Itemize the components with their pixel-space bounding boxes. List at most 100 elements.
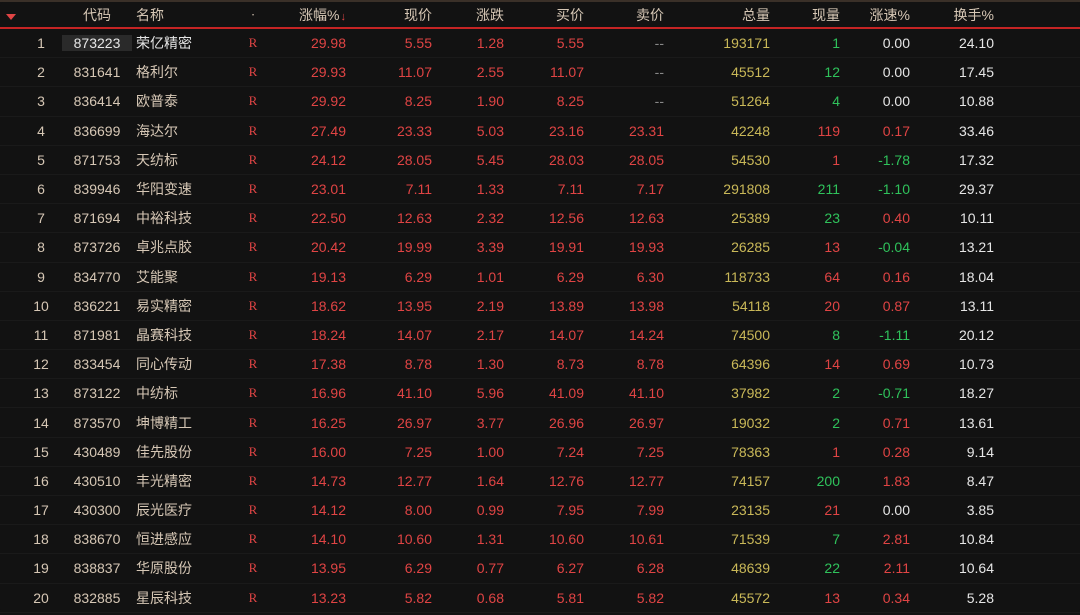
- bid-price: 5.55: [510, 35, 590, 51]
- table-row[interactable]: 8873726卓兆点胶R20.4219.993.3919.9119.932628…: [0, 233, 1080, 262]
- header-change-pct[interactable]: 涨幅%↓: [266, 5, 352, 25]
- table-row[interactable]: 19838837华原股份R13.956.290.776.276.28486392…: [0, 554, 1080, 583]
- price: 23.33: [352, 123, 438, 139]
- current-volume: 64: [776, 269, 846, 285]
- row-index: 15: [20, 444, 62, 460]
- change-pct: 14.73: [266, 473, 352, 489]
- price-diff: 2.17: [438, 327, 510, 343]
- row-index: 9: [20, 269, 62, 285]
- row-index: 6: [20, 181, 62, 197]
- table-row[interactable]: 1873223荣亿精密R29.985.551.285.55--19317110.…: [0, 29, 1080, 58]
- total-volume: 118733: [670, 269, 776, 285]
- stock-code: 873122: [62, 385, 132, 401]
- table-row[interactable]: 10836221易实精密R18.6213.952.1913.8913.98541…: [0, 292, 1080, 321]
- header-price[interactable]: 现价: [352, 5, 438, 25]
- price: 41.10: [352, 385, 438, 401]
- change-pct: 23.01: [266, 181, 352, 197]
- bid-price: 13.89: [510, 298, 590, 314]
- stock-name: 天纺标: [132, 150, 240, 170]
- table-row[interactable]: 14873570坤博精工R16.2526.973.7726.9626.97190…: [0, 408, 1080, 437]
- turnover-pct: 9.14: [916, 444, 1000, 460]
- table-row[interactable]: 2831641格利尔R29.9311.072.5511.07--45512120…: [0, 58, 1080, 87]
- current-volume: 20: [776, 298, 846, 314]
- price-diff: 1.00: [438, 444, 510, 460]
- table-row[interactable]: 17430300辰光医疗R14.128.000.997.957.99231352…: [0, 496, 1080, 525]
- turnover-pct: 20.12: [916, 327, 1000, 343]
- header-volume[interactable]: 总量: [670, 5, 776, 25]
- flag-r: R: [240, 415, 266, 431]
- flag-r: R: [240, 327, 266, 343]
- price-diff: 0.99: [438, 502, 510, 518]
- price-diff: 1.28: [438, 35, 510, 51]
- header-sort-triangle[interactable]: [0, 7, 20, 23]
- table-header: 代码 名称 · 涨幅%↓ 现价 涨跌 买价 卖价 总量 现量 涨速% 换手%: [0, 0, 1080, 29]
- speed-pct: 0.69: [846, 356, 916, 372]
- ask-price: 23.31: [590, 123, 670, 139]
- row-index: 1: [20, 35, 62, 51]
- speed-pct: 0.16: [846, 269, 916, 285]
- price-diff: 1.30: [438, 356, 510, 372]
- speed-pct: 1.83: [846, 473, 916, 489]
- price-diff: 1.01: [438, 269, 510, 285]
- table-row[interactable]: 6839946华阳变速R23.017.111.337.117.172918082…: [0, 175, 1080, 204]
- table-row[interactable]: 16430510丰光精密R14.7312.771.6412.7612.77741…: [0, 467, 1080, 496]
- header-flag[interactable]: ·: [240, 7, 266, 23]
- total-volume: 291808: [670, 181, 776, 197]
- flag-r: R: [240, 210, 266, 226]
- table-row[interactable]: 13873122中纺标R16.9641.105.9641.0941.103798…: [0, 379, 1080, 408]
- header-diff[interactable]: 涨跌: [438, 5, 510, 25]
- current-volume: 13: [776, 590, 846, 606]
- turnover-pct: 10.64: [916, 560, 1000, 576]
- change-pct: 17.38: [266, 356, 352, 372]
- row-index: 3: [20, 93, 62, 109]
- table-row[interactable]: 15430489佳先股份R16.007.251.007.247.25783631…: [0, 438, 1080, 467]
- table-row[interactable]: 18838670恒进感应R14.1010.601.3110.6010.61715…: [0, 525, 1080, 554]
- header-speed[interactable]: 涨速%: [846, 5, 916, 25]
- current-volume: 7: [776, 531, 846, 547]
- header-ask[interactable]: 卖价: [590, 5, 670, 25]
- header-current-vol[interactable]: 现量: [776, 5, 846, 25]
- row-index: 17: [20, 502, 62, 518]
- speed-pct: 0.00: [846, 64, 916, 80]
- row-index: 18: [20, 531, 62, 547]
- stock-code: 873726: [62, 239, 132, 255]
- stock-name: 荣亿精密: [132, 33, 240, 53]
- header-turnover[interactable]: 换手%: [916, 5, 1000, 25]
- table-row[interactable]: 12833454同心传动R17.388.781.308.738.78643961…: [0, 350, 1080, 379]
- header-code[interactable]: 代码: [62, 5, 132, 25]
- change-pct: 13.95: [266, 560, 352, 576]
- total-volume: 45512: [670, 64, 776, 80]
- stock-code: 832885: [62, 590, 132, 606]
- ask-price: --: [590, 93, 670, 109]
- table-row[interactable]: 3836414欧普泰R29.928.251.908.25--5126440.00…: [0, 87, 1080, 116]
- table-row[interactable]: 5871753天纺标R24.1228.055.4528.0328.0554530…: [0, 146, 1080, 175]
- turnover-pct: 13.11: [916, 298, 1000, 314]
- table-row[interactable]: 11871981晶赛科技R18.2414.072.1714.0714.24745…: [0, 321, 1080, 350]
- bid-price: 26.96: [510, 415, 590, 431]
- turnover-pct: 24.10: [916, 35, 1000, 51]
- speed-pct: 0.17: [846, 123, 916, 139]
- current-volume: 2: [776, 415, 846, 431]
- flag-r: R: [240, 590, 266, 606]
- table-row[interactable]: 9834770艾能聚R19.136.291.016.296.3011873364…: [0, 263, 1080, 292]
- price-diff: 5.45: [438, 152, 510, 168]
- price-diff: 1.31: [438, 531, 510, 547]
- price-diff: 1.90: [438, 93, 510, 109]
- price: 7.11: [352, 181, 438, 197]
- turnover-pct: 17.32: [916, 152, 1000, 168]
- header-name[interactable]: 名称: [132, 5, 240, 25]
- table-row[interactable]: 4836699海达尔R27.4923.335.0323.1623.3142248…: [0, 117, 1080, 146]
- table-body: 1873223荣亿精密R29.985.551.285.55--19317110.…: [0, 29, 1080, 613]
- table-row[interactable]: 7871694中裕科技R22.5012.632.3212.5612.632538…: [0, 204, 1080, 233]
- change-pct: 20.42: [266, 239, 352, 255]
- bid-price: 6.29: [510, 269, 590, 285]
- turnover-pct: 29.37: [916, 181, 1000, 197]
- sort-arrow-icon: ↓: [340, 11, 347, 23]
- flag-r: R: [240, 444, 266, 460]
- header-bid[interactable]: 买价: [510, 5, 590, 25]
- change-pct: 18.24: [266, 327, 352, 343]
- table-row[interactable]: 20832885星辰科技R13.235.820.685.815.82455721…: [0, 584, 1080, 613]
- row-index: 10: [20, 298, 62, 314]
- change-pct: 14.10: [266, 531, 352, 547]
- stock-code: 871753: [62, 152, 132, 168]
